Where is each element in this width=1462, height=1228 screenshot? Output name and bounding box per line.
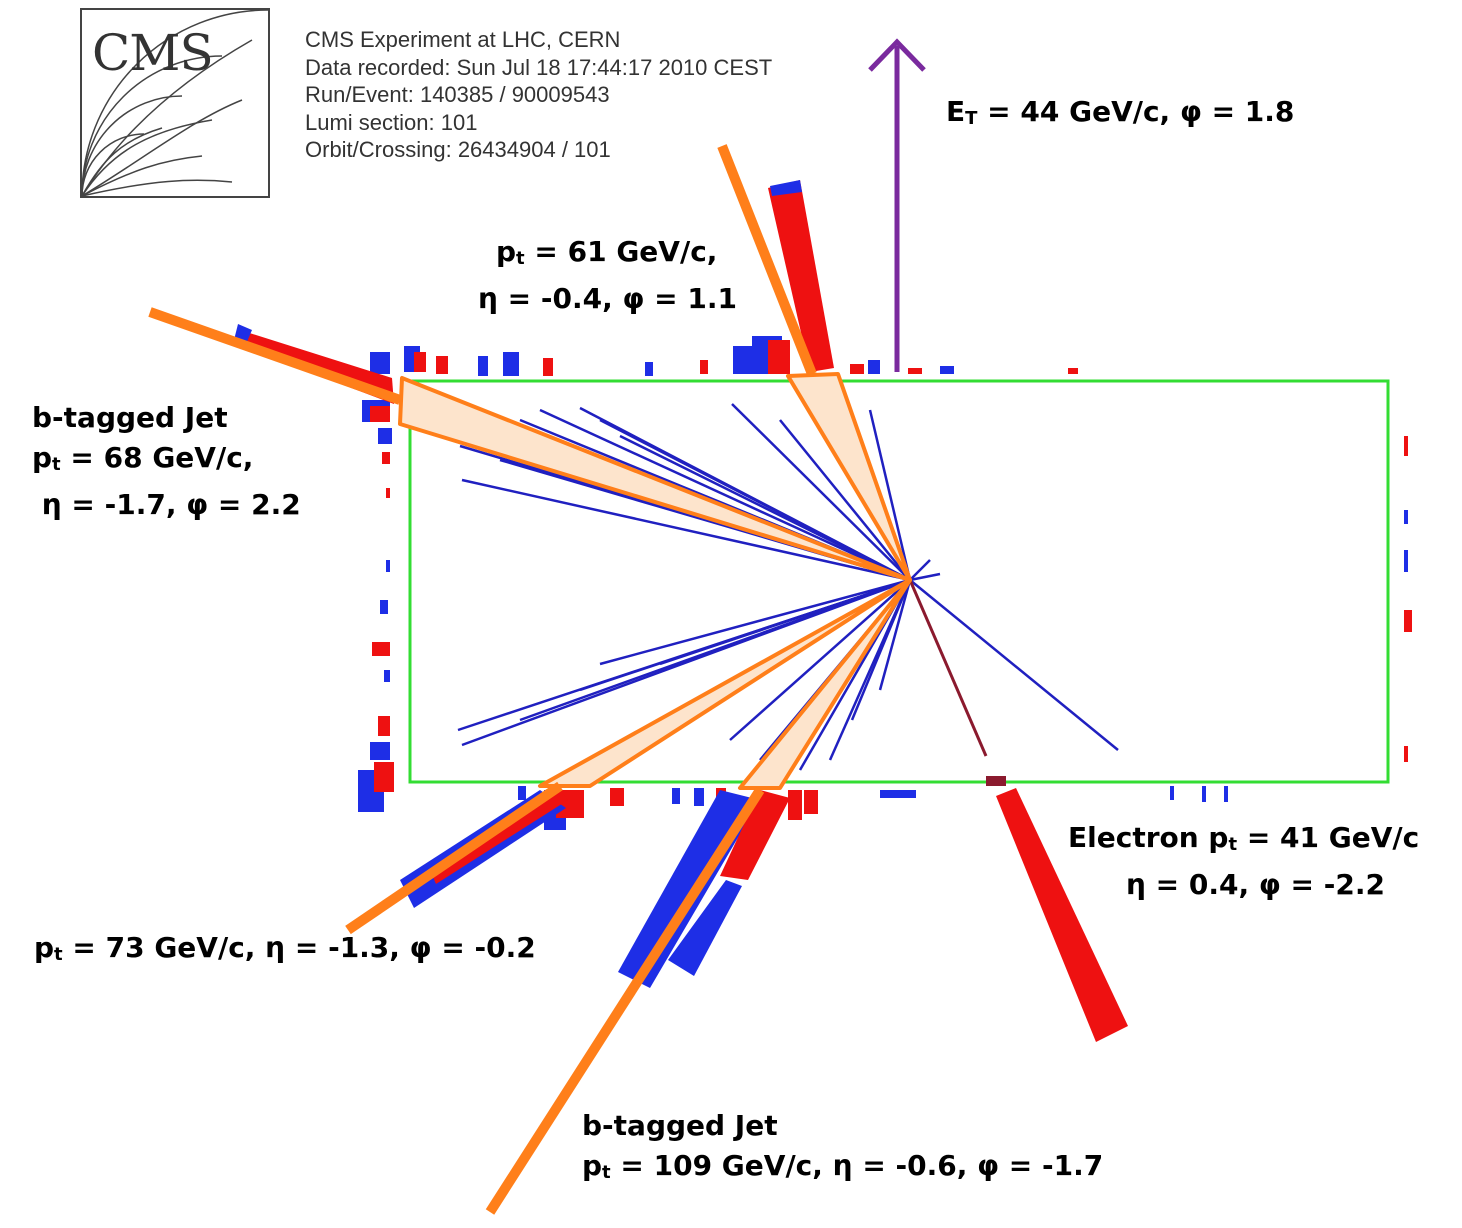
hcal-wedge-top xyxy=(770,180,802,196)
jet-cone-109 xyxy=(738,578,912,790)
label-jet-73: pt = 73 GeV/c, η = -1.3, φ = -0.2 xyxy=(34,931,536,965)
label-bjet-68: b-tagged Jet pt = 68 GeV/c, η = -1.7, φ … xyxy=(32,401,301,521)
detector-outline xyxy=(408,379,1390,784)
label-electron: Electron pt = 41 GeV/c η = 0.4, φ = -2.2 xyxy=(1068,821,1420,901)
jet-axis-109 xyxy=(485,787,765,1215)
event-info-line: Run/Event: 140385 / 90009543 xyxy=(305,82,610,107)
ecal-wedge-bottom-left xyxy=(430,790,568,884)
label-bjet-109: b-tagged Jet pt = 109 GeV/c, η = -0.6, φ… xyxy=(582,1109,1104,1183)
jet-cone-61 xyxy=(786,372,912,582)
cms-logo-graphic xyxy=(82,10,268,196)
label-met: ET = 44 GeV/c, φ = 1.8 xyxy=(946,95,1295,129)
event-info-line: CMS Experiment at LHC, CERN xyxy=(305,27,621,52)
label-jet-61: pt = 61 GeV/c, η = -0.4, φ = 1.1 xyxy=(478,235,737,315)
jet-cone-68 xyxy=(398,376,912,582)
jet-axis-68 xyxy=(148,307,402,405)
cms-logo-text: CMS xyxy=(92,24,214,82)
event-info-line: Lumi section: 101 xyxy=(305,109,478,135)
calorimeter-towers xyxy=(358,336,1412,830)
event-info-line: Orbit/Crossing: 26434904 / 101 xyxy=(305,137,611,162)
ecal-wedge-electron xyxy=(996,788,1128,1042)
jet-axes xyxy=(148,144,817,1215)
jet-cones xyxy=(398,372,912,790)
jet-cone-73 xyxy=(538,578,912,788)
cms-logo: CMS xyxy=(80,8,270,198)
jet-axis-73 xyxy=(345,781,563,935)
electron-track xyxy=(908,579,988,757)
ecal-wedge-top xyxy=(768,180,834,372)
hcal-wedge-bottom-2 xyxy=(668,880,742,976)
jet-axis-61 xyxy=(717,144,817,376)
met-arrow-head xyxy=(868,38,926,72)
event-info: CMS Experiment at LHC, CERN Data recorde… xyxy=(305,26,772,164)
event-info-line: Data recorded: Sun Jul 18 17:44:17 2010 … xyxy=(305,54,773,80)
ecal-wedge-bottom xyxy=(720,790,790,880)
